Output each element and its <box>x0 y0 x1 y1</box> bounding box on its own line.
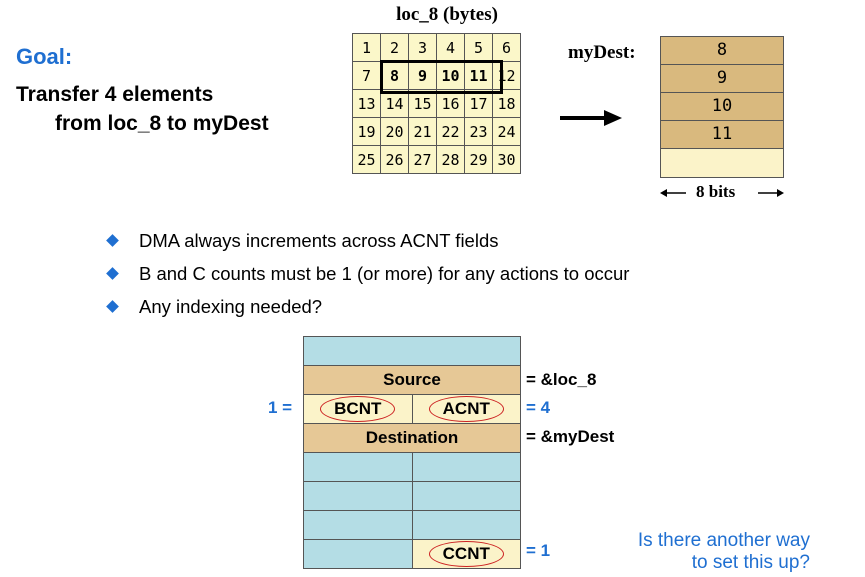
bullet-text: Any indexing needed? <box>139 296 322 318</box>
right-small-arrow-icon <box>758 188 784 198</box>
loc8-cell: 25 <box>353 146 381 174</box>
acnt-field: ACNT <box>412 395 521 423</box>
acnt-value: = 4 <box>526 398 550 418</box>
mydest-cell: 10 <box>661 93 783 121</box>
loc8-row: 19 20 21 22 23 24 <box>353 118 521 146</box>
bullet-item: DMA always increments across ACNT fields <box>106 224 629 257</box>
question-line-1: Is there another way <box>600 530 810 552</box>
loc8-cell: 5 <box>465 34 493 62</box>
bcnt-field: BCNT <box>304 395 412 423</box>
mydest-cell: 9 <box>661 65 783 93</box>
loc8-cell: 20 <box>381 118 409 146</box>
loc8-title: loc_8 (bytes) <box>352 4 542 26</box>
question-line-2: to set this up? <box>600 552 810 574</box>
loc8-cell: 29 <box>465 146 493 174</box>
param-row-counts: BCNT ACNT <box>304 395 520 424</box>
loc8-cell: 3 <box>409 34 437 62</box>
mydest-empty-cell <box>661 149 783 177</box>
loc8-highlight-box <box>380 60 503 94</box>
destination-value: = &myDest <box>526 427 614 447</box>
question-text: Is there another way to set this up? <box>600 530 810 574</box>
right-arrow-icon <box>560 108 622 128</box>
param-row-index <box>304 453 520 482</box>
goal-line-2: from loc_8 to myDest <box>55 112 269 136</box>
loc8-row: 25 26 27 28 29 30 <box>353 146 521 174</box>
loc8-cell: 4 <box>437 34 465 62</box>
bullet-item: B and C counts must be 1 (or more) for a… <box>106 257 629 290</box>
loc8-cell: 23 <box>465 118 493 146</box>
goal-line-1: Transfer 4 elements <box>16 83 213 107</box>
bcnt-oval: BCNT <box>320 396 395 422</box>
mydest-cell: 8 <box>661 37 783 65</box>
bullet-list: DMA always increments across ACNT fields… <box>106 224 629 323</box>
param-row-source: Source <box>304 366 520 395</box>
diamond-bullet-icon <box>106 300 119 313</box>
param-row-link <box>304 482 520 511</box>
mydest-cell: 11 <box>661 121 783 149</box>
loc8-cell: 24 <box>493 118 521 146</box>
param-set: Source BCNT ACNT Destination CCNT <box>303 336 521 569</box>
loc8-cell: 13 <box>353 90 381 118</box>
loc8-cell: 1 <box>353 34 381 62</box>
loc8-cell: 6 <box>493 34 521 62</box>
loc8-cell: 19 <box>353 118 381 146</box>
bullet-text: DMA always increments across ACNT fields <box>139 230 499 252</box>
goal-label: Goal: <box>16 44 72 70</box>
param-row-options <box>304 337 520 366</box>
source-value: = &loc_8 <box>526 370 596 390</box>
acnt-oval: ACNT <box>429 396 504 422</box>
mydest-table: 8 9 10 11 <box>660 36 784 178</box>
param-row-destination: Destination <box>304 424 520 453</box>
width-indicator: 8 bits <box>660 183 784 203</box>
ccnt-field: CCNT <box>412 540 521 568</box>
width-label: 8 bits <box>696 182 735 202</box>
diamond-bullet-icon <box>106 267 119 280</box>
loc8-cell: 7 <box>353 62 381 90</box>
loc8-cell: 22 <box>437 118 465 146</box>
loc8-cell: 26 <box>381 146 409 174</box>
loc8-cell: 2 <box>381 34 409 62</box>
destination-field: Destination <box>304 424 520 452</box>
source-field: Source <box>304 366 520 394</box>
ccnt-value: = 1 <box>526 541 550 561</box>
ccnt-oval: CCNT <box>429 541 504 567</box>
left-arrow-icon <box>660 188 686 198</box>
mydest-label: myDest: <box>568 42 636 64</box>
loc8-cell: 28 <box>437 146 465 174</box>
bcnt-value: 1 = <box>268 398 292 418</box>
bullet-item: Any indexing needed? <box>106 290 629 323</box>
param-row-ccnt: CCNT <box>304 540 520 568</box>
loc8-cell: 30 <box>493 146 521 174</box>
loc8-cell: 27 <box>409 146 437 174</box>
loc8-grid: 1 2 3 4 5 6 7 8 9 10 11 12 13 14 15 16 17 18 19 20 21 22 23 24 2… <box>352 33 521 174</box>
param-row-cindex <box>304 511 520 540</box>
loc8-cell: 21 <box>409 118 437 146</box>
bullet-text: B and C counts must be 1 (or more) for a… <box>139 263 629 285</box>
diamond-bullet-icon <box>106 234 119 247</box>
